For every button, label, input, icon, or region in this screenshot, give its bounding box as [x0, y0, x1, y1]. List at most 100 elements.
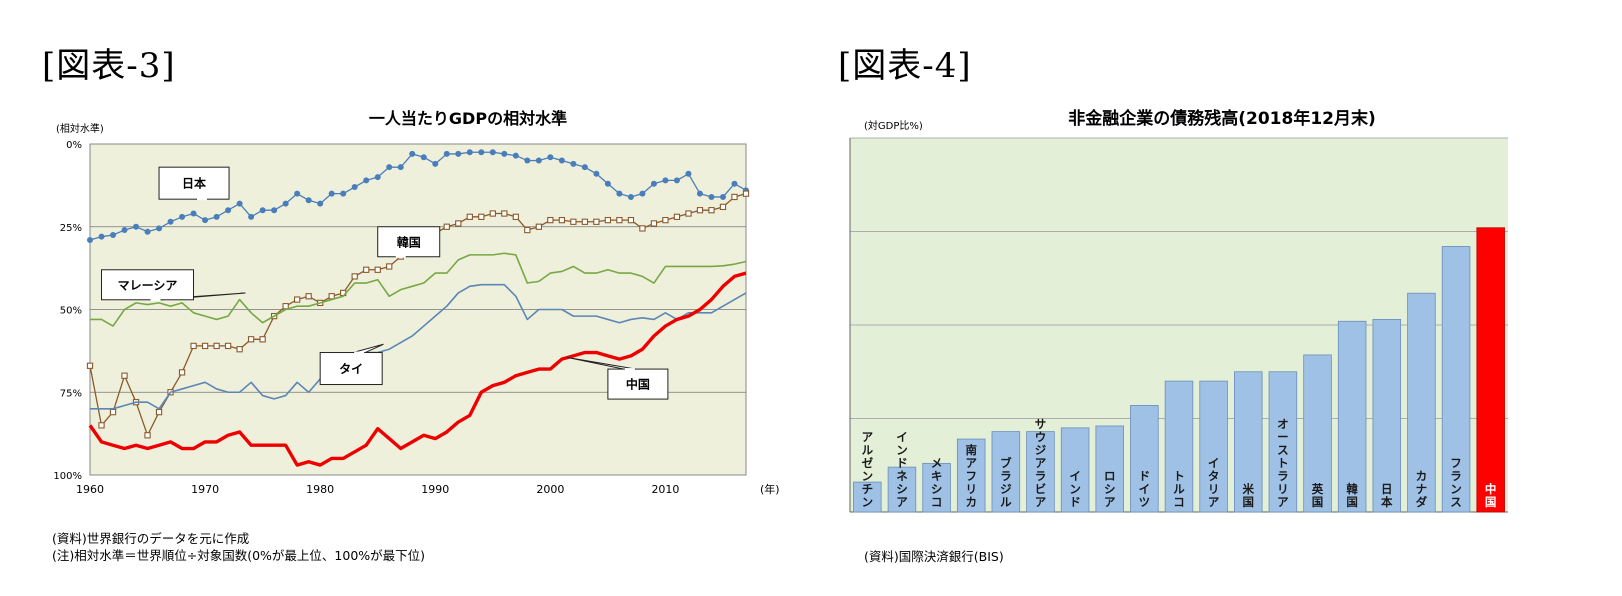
- data-point-korea: [616, 216, 623, 224]
- bar: [1372, 318, 1402, 513]
- bar: [1337, 320, 1367, 513]
- series-line-malaysia: [90, 252, 747, 327]
- bar-category-label: サウジアラビア: [1035, 417, 1047, 509]
- data-point-korea: [558, 216, 566, 224]
- data-point-korea: [282, 303, 289, 310]
- bar: [1407, 292, 1436, 513]
- series-label-korea: 韓国: [397, 234, 421, 249]
- bar-category-label: オーストラリア: [1277, 417, 1289, 509]
- chart3-y-axis-label: (相対水準): [56, 122, 104, 135]
- chart3-y-tick-label: 100%: [53, 471, 82, 482]
- data-point-korea: [98, 422, 105, 429]
- data-point-japan: [650, 180, 657, 187]
- bar: [1303, 354, 1332, 513]
- bar-category-label: 中国: [1485, 482, 1497, 509]
- data-point-japan: [190, 210, 197, 217]
- data-point-korea: [443, 223, 450, 230]
- data-point-korea: [570, 218, 577, 225]
- data-point-japan: [98, 233, 105, 240]
- data-point-japan: [340, 190, 347, 197]
- data-point-korea: [247, 336, 255, 343]
- data-point-japan: [351, 184, 358, 191]
- chart4-source-note: (資料)国際決済銀行(BIS): [864, 549, 1004, 564]
- data-point-japan: [156, 225, 163, 232]
- bar: [1164, 380, 1194, 513]
- data-point-korea: [731, 193, 738, 201]
- data-point-korea: [535, 223, 542, 230]
- bar-category-label: 南アフリカ: [965, 443, 977, 509]
- series-label-japan: 日本: [182, 176, 206, 191]
- data-point-korea: [685, 210, 692, 217]
- data-point-japan: [121, 227, 128, 234]
- data-point-korea: [224, 342, 232, 350]
- bar-category-label: ロシア: [1104, 469, 1116, 509]
- figure-4-label: [図表-4]: [838, 46, 972, 86]
- data-point-korea: [259, 336, 266, 343]
- data-point-korea: [178, 369, 186, 376]
- data-point-korea: [673, 213, 681, 220]
- bar: [1234, 371, 1263, 513]
- series-label-china: 中国: [626, 377, 650, 392]
- data-point-japan: [144, 228, 151, 235]
- data-point-korea: [708, 207, 715, 214]
- data-point-japan: [443, 150, 450, 157]
- data-point-japan: [328, 190, 335, 197]
- data-point-korea: [305, 293, 312, 300]
- bar: [1441, 246, 1471, 513]
- data-point-korea: [501, 210, 508, 217]
- data-point-korea: [155, 408, 163, 416]
- data-point-korea: [719, 203, 727, 211]
- data-point-japan: [282, 200, 289, 207]
- bar-category-label: フランス: [1450, 456, 1462, 509]
- data-point-japan: [236, 200, 243, 207]
- data-point-japan: [248, 213, 255, 220]
- data-point-korea: [294, 296, 301, 303]
- data-point-japan: [581, 164, 588, 171]
- bar-category-label: インドネシア: [896, 430, 908, 509]
- data-point-korea: [386, 263, 393, 270]
- data-point-japan: [719, 193, 726, 200]
- chart3-x-axis-label: (年): [760, 482, 780, 496]
- data-point-japan: [639, 190, 646, 197]
- data-point-japan: [110, 232, 117, 239]
- data-point-japan: [202, 217, 209, 224]
- data-point-korea: [662, 216, 669, 224]
- figure-3-label: [図表-3]: [42, 46, 176, 86]
- bar: [922, 462, 951, 513]
- chart3-x-tick-label: 1980: [306, 483, 334, 496]
- data-point-korea: [627, 216, 635, 224]
- data-point-japan: [374, 174, 381, 181]
- data-point-japan: [409, 150, 416, 157]
- data-point-japan: [225, 207, 232, 214]
- chart3-y-tick-label: 50%: [60, 306, 82, 317]
- series-label-malaysia: マレーシア: [118, 278, 178, 292]
- data-point-japan: [627, 193, 634, 200]
- data-point-korea: [455, 220, 462, 227]
- data-point-japan: [259, 207, 266, 214]
- bar-category-label: イタリア: [1208, 456, 1220, 509]
- data-point-japan: [662, 177, 669, 184]
- bar-category-label: ブラジル: [1000, 456, 1012, 509]
- data-point-japan: [363, 177, 370, 184]
- callout-box-japan: [158, 166, 230, 200]
- bar: [1199, 380, 1228, 513]
- bar-category-label: アルゼンチン: [862, 430, 874, 509]
- bar-category-label: インド: [1069, 469, 1081, 509]
- data-point-korea: [236, 346, 243, 353]
- data-point-japan: [696, 190, 703, 197]
- data-point-japan: [570, 160, 577, 167]
- data-point-japan: [524, 157, 531, 164]
- data-point-korea: [593, 218, 600, 225]
- data-point-japan: [271, 207, 278, 214]
- bar-category-label: 米国: [1242, 482, 1255, 509]
- data-point-japan: [294, 190, 301, 197]
- chart3-x-tick-label: 1990: [421, 483, 449, 496]
- data-point-japan: [179, 213, 186, 220]
- data-point-korea: [547, 216, 554, 224]
- data-point-korea: [639, 225, 646, 232]
- data-point-japan: [731, 180, 738, 187]
- callout-box-thailand: [319, 352, 383, 386]
- data-point-korea: [363, 266, 370, 273]
- data-point-japan: [489, 149, 496, 156]
- data-point-korea: [466, 213, 473, 220]
